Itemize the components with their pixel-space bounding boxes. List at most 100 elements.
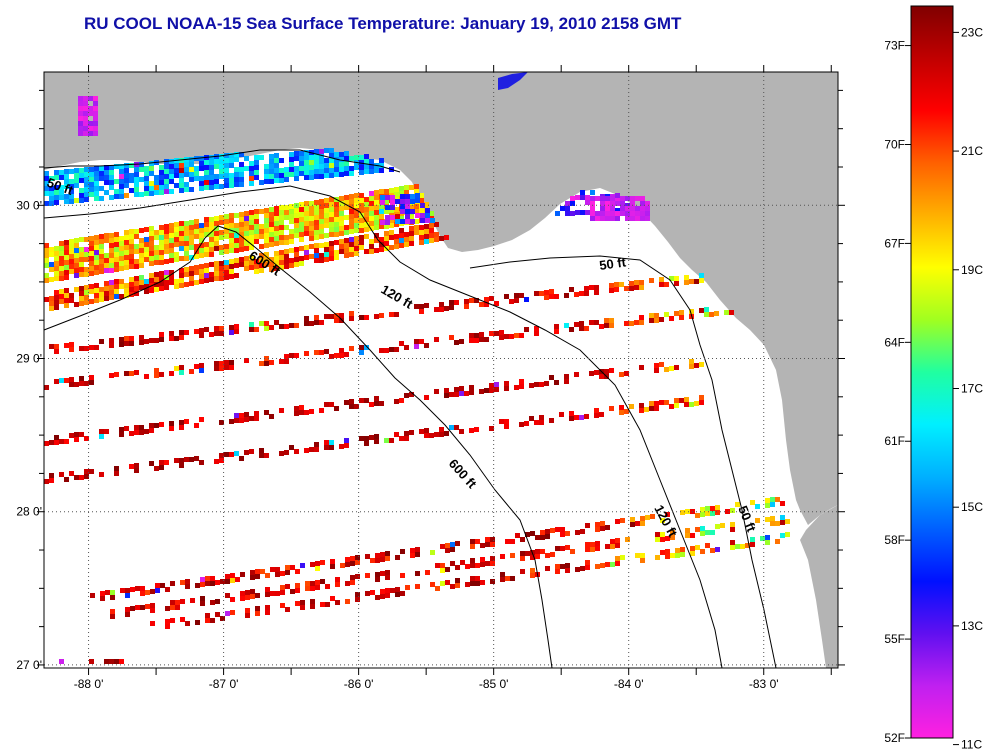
sst-pixel [189, 281, 194, 286]
sst-pixel [294, 156, 299, 161]
colorbar-f-label: 70F [884, 137, 905, 151]
sst-pixel [209, 242, 214, 247]
sst-pixel [684, 280, 689, 285]
sst-pixel [359, 213, 364, 218]
sst-pixel [119, 427, 124, 432]
sst-pixel [649, 401, 654, 406]
y-tick-label: 28 0' [16, 505, 42, 519]
sst-pixel [290, 589, 295, 594]
sst-pixel [144, 242, 149, 247]
sst-pixel [519, 422, 524, 427]
sst-pixel [124, 168, 129, 173]
sst-pixel [419, 208, 424, 213]
sst-pixel [294, 323, 299, 328]
sst-pixel [394, 234, 399, 239]
sst-pixel [99, 434, 104, 439]
sst-pixel [324, 257, 329, 262]
sst-pixel [540, 530, 545, 535]
sst-pixel [130, 587, 135, 592]
sst-pixel [84, 295, 89, 300]
sst-pixel [214, 159, 219, 164]
sst-pixel [625, 211, 630, 216]
sst-pixel [564, 323, 569, 328]
sst-pixel [314, 200, 319, 205]
sst-pixel [124, 255, 129, 260]
sst-pixel [350, 561, 355, 566]
sst-pixel [329, 148, 334, 153]
sst-pixel [364, 441, 369, 446]
sst-pixel [159, 175, 164, 180]
sst-pixel [214, 326, 219, 331]
sst-pixel [139, 335, 144, 340]
sst-pixel [254, 234, 259, 239]
sst-pixel [349, 224, 354, 229]
sst-pixel [219, 215, 224, 220]
sst-pixel [179, 463, 184, 468]
sst-pixel [284, 354, 289, 359]
sst-pixel [449, 335, 454, 340]
sst-pixel [154, 282, 159, 287]
sst-pixel [604, 369, 609, 374]
sst-pixel [659, 400, 664, 405]
sst-pixel [264, 453, 269, 458]
sst-pixel [184, 330, 189, 335]
sst-pixel [245, 613, 250, 618]
sst-pixel [635, 206, 640, 211]
sst-pixel [389, 188, 394, 193]
sst-pixel [715, 505, 720, 510]
sst-pixel [119, 251, 124, 256]
sst-pixel [339, 231, 344, 236]
sst-pixel [640, 553, 645, 558]
sst-pixel [585, 210, 590, 215]
sst-pixel [654, 368, 659, 373]
sst-pixel [279, 265, 284, 270]
sst-pixel [249, 260, 254, 265]
sst-pixel [199, 333, 204, 338]
sst-pixel [224, 234, 229, 239]
sst-pixel [94, 166, 99, 171]
map-frame [43, 71, 839, 669]
sst-pixel [189, 220, 194, 225]
sst-pixel [590, 190, 595, 195]
sst-pixel [415, 584, 420, 589]
sst-pixel [134, 187, 139, 192]
sst-pixel [314, 174, 319, 179]
sst-pixel [770, 502, 775, 507]
sst-pixel [109, 185, 114, 190]
sst-pixel [69, 293, 74, 298]
sst-pixel [84, 197, 89, 202]
sst-pixel [344, 400, 349, 405]
sst-pixel [364, 212, 369, 217]
sst-pixel [79, 198, 84, 203]
sst-pixel [470, 539, 475, 544]
sst-pixel [209, 222, 214, 227]
sst-pixel [64, 270, 69, 275]
sst-pixel [210, 618, 215, 623]
sst-pixel [475, 539, 480, 544]
sst-pixel [229, 360, 234, 365]
sst-pixel [155, 588, 160, 593]
sst-pixel [200, 577, 205, 582]
sst-pixel [79, 376, 84, 381]
sst-pixel [199, 156, 204, 161]
sst-pixel [169, 223, 174, 228]
sst-pixel [239, 217, 244, 222]
sst-pixel [180, 599, 185, 604]
sst-pixel [49, 267, 54, 272]
sst-pixel [189, 271, 194, 276]
sst-pixel [339, 162, 344, 167]
sst-pixel [595, 216, 600, 221]
sst-pixel [394, 347, 399, 352]
sst-pixel [194, 280, 199, 285]
sst-pixel [534, 382, 539, 387]
sst-pixel [545, 553, 550, 558]
sst-pixel [129, 178, 134, 183]
sst-pixel [134, 430, 139, 435]
sst-pixel [64, 255, 69, 260]
sst-pixel [145, 590, 150, 595]
sst-pixel [509, 334, 514, 339]
sst-pixel [134, 468, 139, 473]
sst-pixel [510, 553, 515, 558]
sst-pixel [209, 165, 214, 170]
sst-pixel [354, 198, 359, 203]
